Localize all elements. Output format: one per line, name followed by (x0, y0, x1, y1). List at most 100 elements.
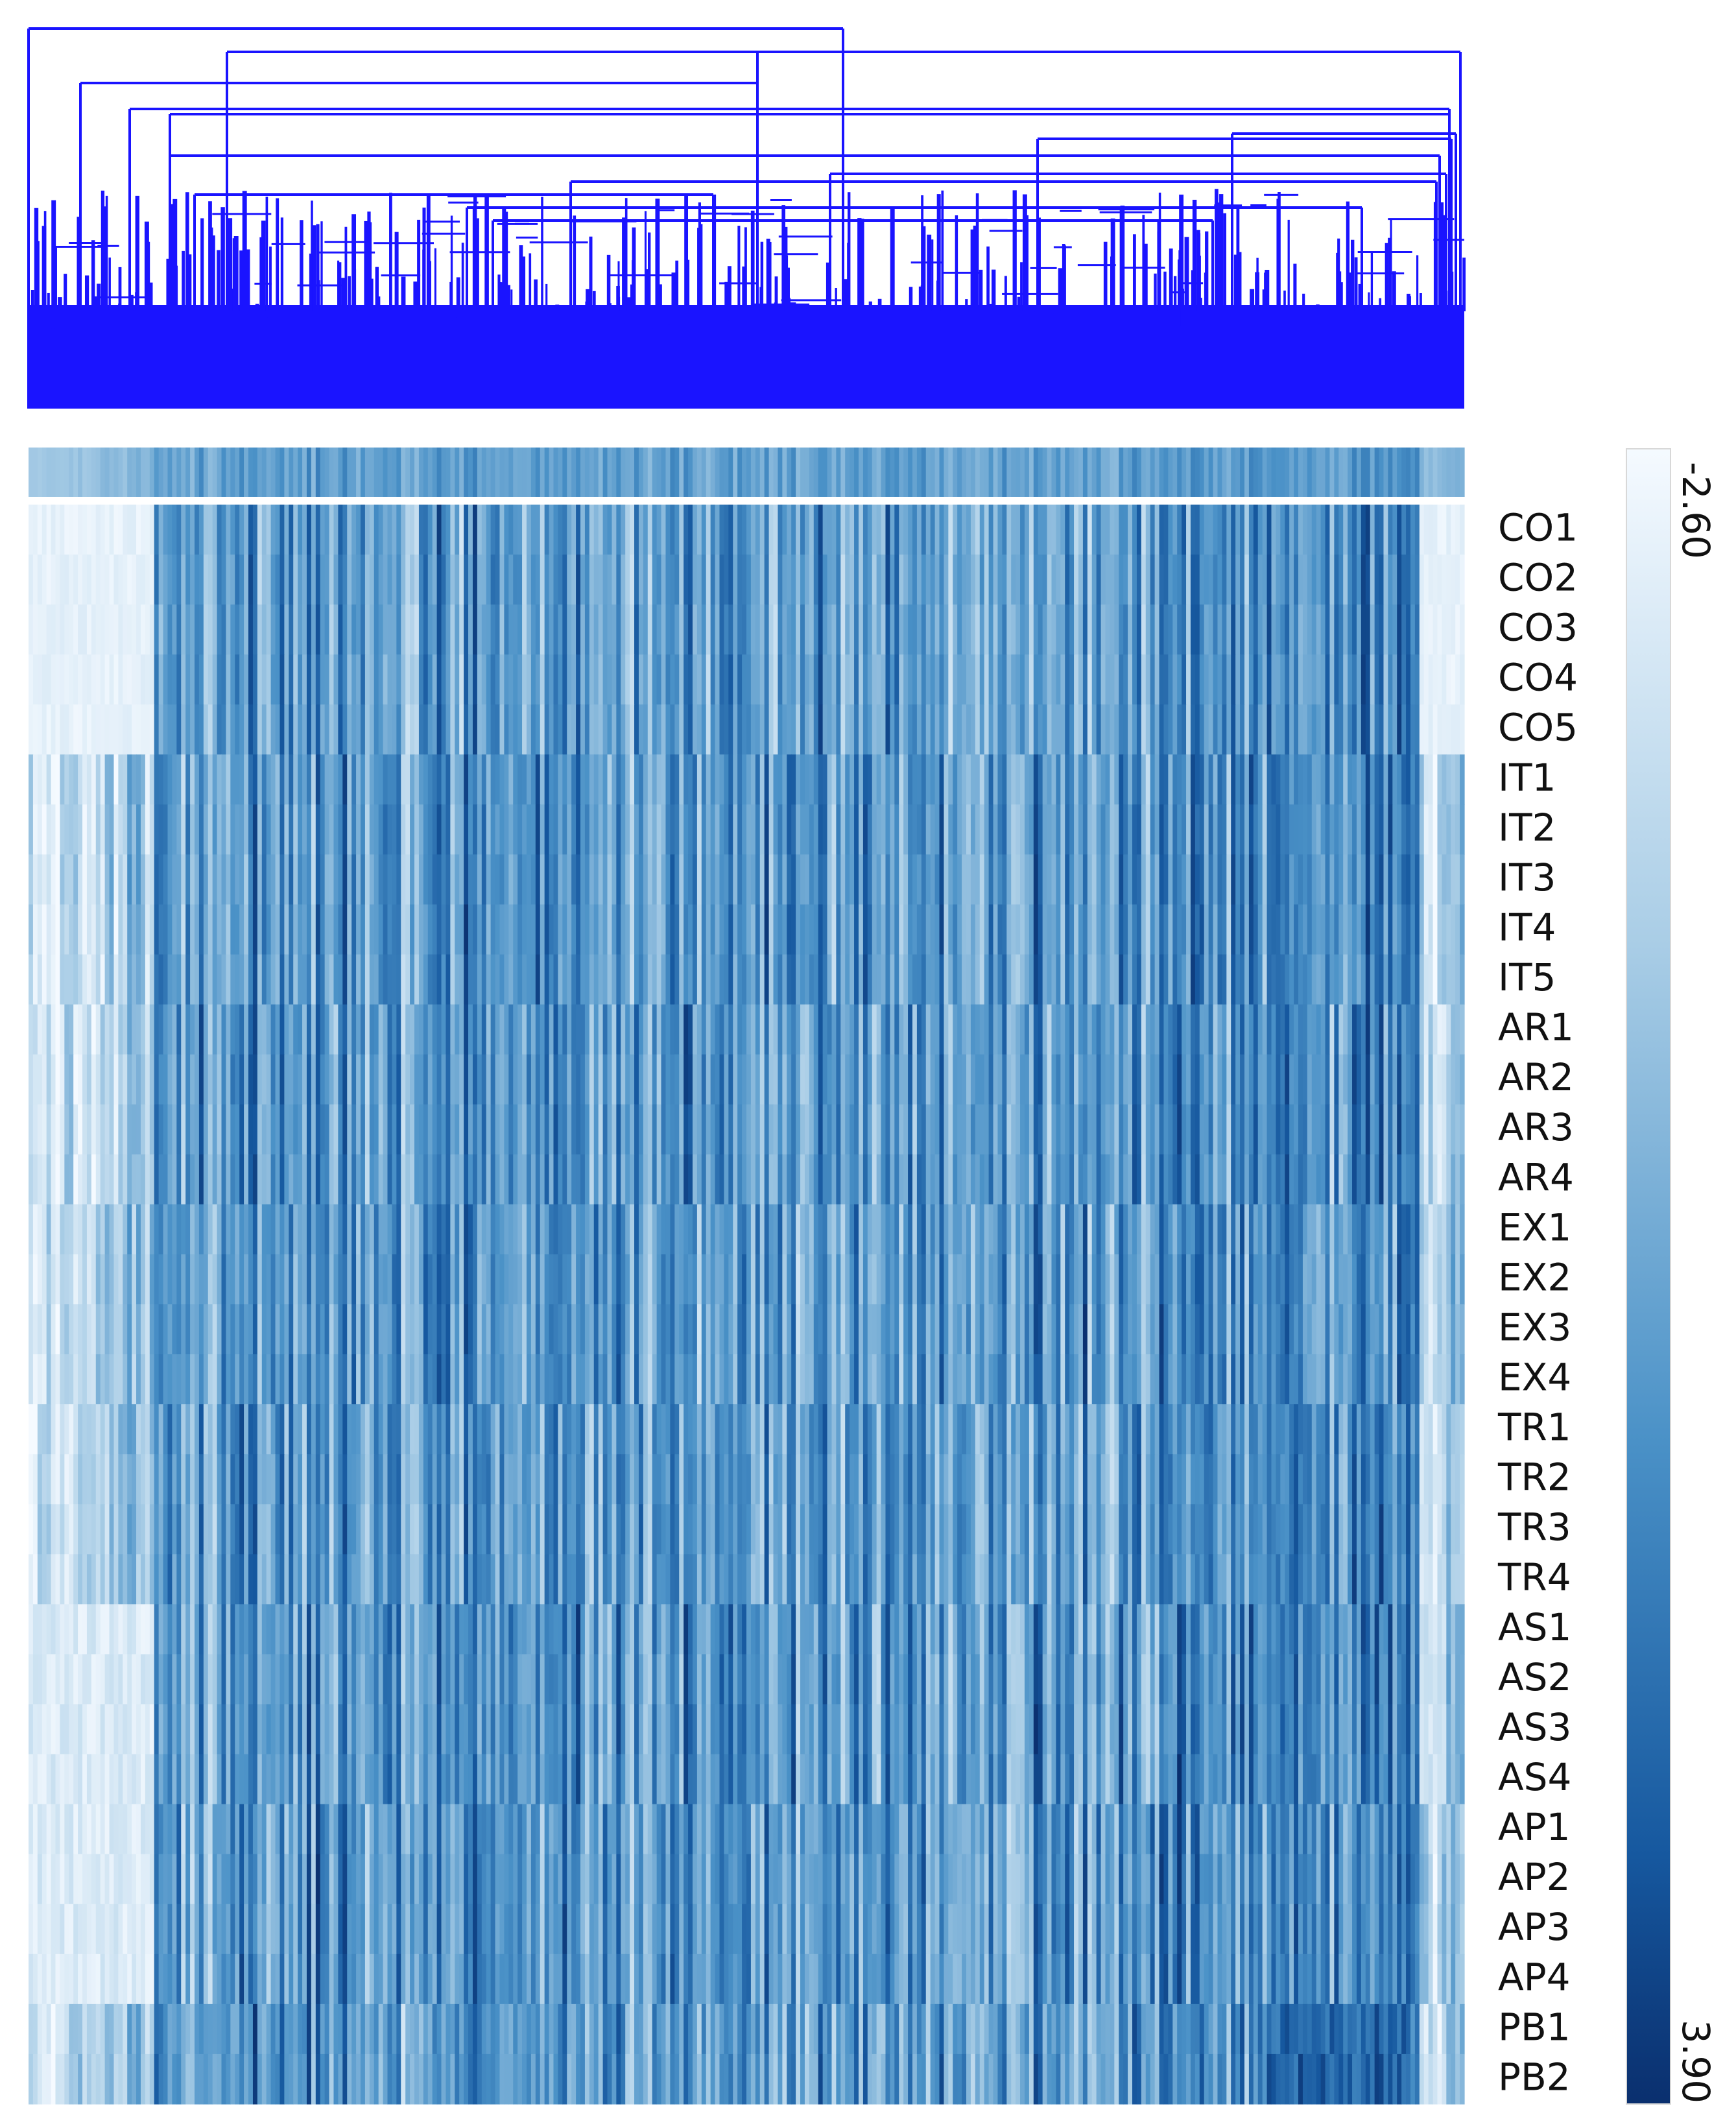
heatmap-cell (78, 1054, 83, 1105)
heatmap-cell (755, 1104, 761, 1155)
heatmap-cell (1204, 954, 1209, 1005)
column-cluster-bar (29, 448, 1465, 497)
heatmap-cell (598, 804, 604, 855)
heatmap-cell (1110, 555, 1115, 605)
heatmap-cell (809, 804, 814, 855)
heatmap-cell (1199, 1004, 1205, 1055)
heatmap-cell (562, 505, 567, 555)
heatmap-cell (558, 1004, 563, 1055)
heatmap-cell (872, 704, 877, 755)
heatmap-cell (459, 1004, 464, 1055)
heatmap-cell (840, 1104, 846, 1155)
heatmap-cell (1204, 1104, 1209, 1155)
heatmap-cell (289, 1104, 294, 1155)
heatmap-cell (549, 704, 554, 755)
heatmap-cell (876, 604, 882, 655)
heatmap-cell (916, 505, 922, 555)
heatmap-cell (1442, 505, 1447, 555)
heatmap-cell (1038, 505, 1043, 555)
cluster-bar-cell (1379, 448, 1385, 497)
heatmap-cell (113, 904, 119, 955)
heatmap-cell (172, 954, 177, 1005)
heatmap-cell (530, 804, 536, 855)
cluster-bar-cell (1047, 448, 1052, 497)
cluster-bar-cell (1136, 448, 1142, 497)
heatmap-cell (306, 704, 312, 755)
heatmap-cell (181, 804, 186, 855)
heatmap-cell (123, 1004, 128, 1055)
heatmap-cell (109, 904, 115, 955)
heatmap-cell (414, 854, 420, 905)
heatmap-cell (1096, 654, 1102, 705)
heatmap-cell (530, 854, 536, 905)
heatmap-cell (1074, 904, 1079, 955)
heatmap-cell (486, 904, 492, 955)
heatmap-cell (997, 804, 1003, 855)
heatmap-cell (854, 555, 859, 605)
heatmap-cell (953, 754, 958, 805)
heatmap-cell (154, 1104, 160, 1155)
heatmap-cell (244, 505, 249, 555)
heatmap-cell (903, 904, 909, 955)
heatmap-cell (378, 555, 384, 605)
heatmap-cell (100, 1104, 106, 1155)
heatmap-cell (1460, 555, 1465, 605)
heatmap-cell (423, 854, 429, 905)
heatmap-cell (1244, 904, 1250, 955)
heatmap-cell (172, 1004, 177, 1055)
heatmap-cell (526, 1104, 532, 1155)
heatmap-cell (1316, 1004, 1322, 1055)
heatmap-cell (988, 654, 994, 705)
heatmap-cell (540, 904, 545, 955)
heatmap-cell (1168, 604, 1173, 655)
heatmap-cell (423, 904, 429, 955)
heatmap-cell (1257, 804, 1263, 855)
heatmap-cell (140, 1004, 146, 1055)
heatmap-cell (1307, 604, 1313, 655)
heatmap-cell (239, 604, 244, 655)
heatmap-cell (284, 954, 289, 1005)
heatmap-cell (261, 1004, 267, 1055)
heatmap-cell (979, 654, 985, 705)
heatmap-cell (1235, 505, 1241, 555)
heatmap-cell (674, 505, 680, 555)
heatmap-cell (1154, 505, 1160, 555)
heatmap-cell (674, 654, 680, 705)
heatmap-cell (1414, 704, 1420, 755)
heatmap-cell (163, 1004, 169, 1055)
heatmap-cell (69, 704, 74, 755)
heatmap-cell (1294, 854, 1299, 905)
heatmap-cell (800, 555, 805, 605)
heatmap-cell (446, 1104, 451, 1155)
heatmap-cell (418, 604, 424, 655)
heatmap-cell (82, 1004, 88, 1055)
heatmap-cell (553, 555, 559, 605)
heatmap-cell (248, 654, 254, 705)
heatmap-cell (1100, 704, 1106, 755)
heatmap-cell (813, 704, 819, 755)
heatmap-cell (226, 555, 231, 605)
cluster-bar-cell (899, 448, 904, 497)
heatmap-cell (1016, 1104, 1021, 1155)
heatmap-cell (602, 1004, 608, 1055)
heatmap-cell (356, 1054, 361, 1105)
heatmap-cell (1374, 555, 1380, 605)
cluster-bar-cell (320, 448, 326, 497)
heatmap-cell (530, 954, 536, 1005)
heatmap-cell (1145, 854, 1151, 905)
heatmap-cell (1002, 954, 1007, 1005)
heatmap-cell (890, 854, 895, 905)
heatmap-cell (1199, 904, 1205, 955)
heatmap-cell (136, 1104, 141, 1155)
heatmap-cell (1334, 854, 1339, 905)
heatmap-cell (836, 854, 841, 905)
heatmap-cell (464, 954, 469, 1005)
heatmap-cell (1011, 604, 1016, 655)
heatmap-cell (567, 904, 572, 955)
heatmap-cell (356, 904, 361, 955)
heatmap-cell (1020, 804, 1025, 855)
heatmap-cell (1208, 654, 1214, 705)
heatmap-cell (630, 505, 635, 555)
heatmap-cell (580, 654, 586, 705)
cluster-bar-cell (1087, 448, 1093, 497)
